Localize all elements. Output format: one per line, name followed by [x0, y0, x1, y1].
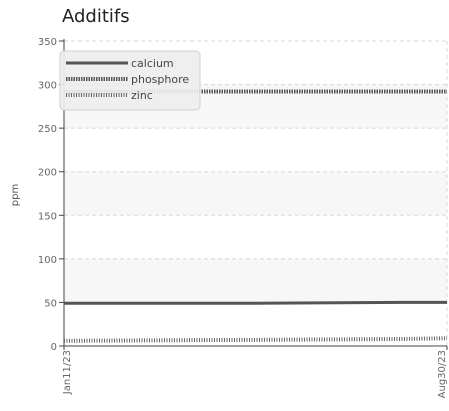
y-tick-labels: 0 50 100 150 200 250 300 350: [38, 37, 57, 353]
legend-label-calcium: calcium: [131, 57, 174, 70]
y-tick-label: 50: [44, 298, 57, 309]
legend: calcium phosphore zinc: [59, 50, 201, 111]
y-tick-label: 250: [38, 124, 57, 135]
x-tick-label: Aug30/23: [437, 350, 448, 398]
legend-label-phosphore: phosphore: [131, 73, 189, 86]
x-tick-labels: Jan11/23 Aug30/23: [62, 350, 448, 398]
series-line-calcium: [64, 300, 447, 305]
series-line-zinc: [63, 336, 448, 343]
x-tick-label: Jan11/23: [62, 350, 73, 395]
y-tick-label: 100: [38, 255, 57, 266]
chart-title: Additifs: [62, 6, 130, 27]
y-tick-label: 150: [38, 211, 57, 222]
y-axis-label: ppm: [10, 184, 21, 206]
y-tick-label: 0: [51, 342, 57, 353]
plot-bands: [64, 84, 447, 303]
plot-band: [64, 258, 447, 303]
y-tick-label: 200: [38, 168, 57, 179]
plot-band: [64, 171, 447, 216]
y-tick-label: 300: [38, 81, 57, 92]
legend-label-zinc: zinc: [131, 89, 153, 102]
legend-box: [59, 50, 201, 111]
series-lines: [63, 89, 448, 343]
y-tick-label: 350: [38, 37, 57, 48]
